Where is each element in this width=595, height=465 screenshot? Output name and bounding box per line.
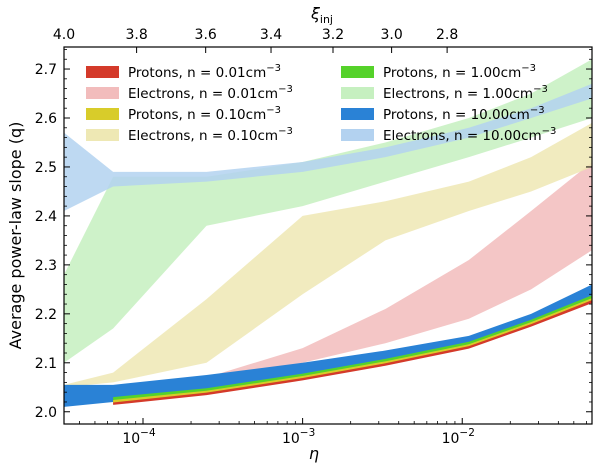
y-tick-label: 2.7	[35, 62, 57, 78]
series-bands	[64, 59, 592, 407]
x-tick-label: 10−2	[442, 427, 475, 447]
legend-label: Protons, n = 10.00cm−3	[383, 105, 545, 123]
y-tick-label: 2.1	[35, 356, 57, 372]
top-tick-label: 3.2	[322, 27, 344, 43]
top-tick-label: 3.0	[380, 27, 402, 43]
legend: Protons, n = 0.01cm−3 Electrons, n = 0.01…	[86, 63, 556, 144]
y-tick-label: 2.4	[35, 209, 57, 225]
legend-label: Electrons, n = 0.10cm−3	[128, 126, 293, 144]
top-tick-label: 3.8	[125, 27, 147, 43]
band-protons-n-10-00cm-protons	[64, 284, 592, 407]
band-electrons-n-1-00cm-electrons	[64, 59, 592, 363]
legend-swatch	[86, 129, 119, 141]
y-tick-label: 2.6	[35, 111, 57, 127]
legend-swatch	[341, 108, 374, 120]
band-electrons-n-10-00cm-electrons	[64, 83, 592, 212]
y-tick-label: 2.0	[35, 405, 57, 421]
legend-label: Electrons, n = 1.00cm−3	[383, 84, 548, 102]
legend-label: Protons, n = 0.01cm−3	[128, 63, 281, 81]
legend-label: Protons, n = 1.00cm−3	[383, 63, 536, 81]
legend-swatch	[341, 129, 374, 141]
legend-swatch	[86, 87, 119, 99]
legend-swatch	[86, 108, 119, 120]
legend-label: Protons, n = 0.10cm−3	[128, 105, 281, 123]
legend-label: Electrons, n = 0.01cm−3	[128, 84, 293, 102]
top-tick-label: 2.8	[436, 27, 458, 43]
top-tick-label: 3.6	[195, 27, 217, 43]
x-tick-label: 10−4	[122, 427, 156, 447]
band-protons-n-1-00cm-protons	[113, 295, 592, 404]
x-axis-label: η	[309, 444, 319, 463]
y-tick-label: 2.2	[35, 307, 57, 323]
top-axis-label: ξinj	[310, 4, 333, 26]
legend-swatch	[86, 66, 119, 78]
y-tick-label: 2.5	[35, 160, 57, 176]
top-tick-label: 4.0	[53, 27, 75, 43]
band-electrons-n-0-10cm-electrons	[64, 122, 592, 388]
legend-label: Electrons, n = 10.00cm−3	[383, 126, 556, 144]
band-electrons-n-0-01cm-electrons	[113, 162, 592, 398]
legend-swatch	[341, 66, 374, 78]
top-tick-label: 3.4	[260, 27, 282, 43]
legend-swatch	[341, 87, 374, 99]
axes: 2.0 2.1 2.2 2.3 2.4 2.5 2.6 2.7 10−4 10−3 10−2 4.0 3…	[6, 4, 593, 463]
x-tick-label: 10−3	[282, 427, 315, 447]
y-axis-label: Average power-law slope (q)	[6, 122, 25, 350]
y-tick-label: 2.3	[35, 258, 57, 274]
